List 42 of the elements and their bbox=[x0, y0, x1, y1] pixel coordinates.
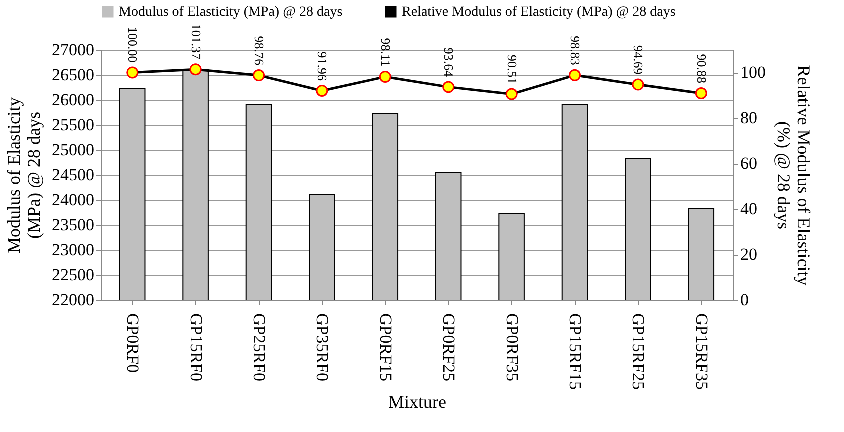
x-axis-title: Mixture bbox=[388, 392, 446, 412]
y2-tick-label: 100 bbox=[740, 63, 766, 82]
y-axis-title: Modulus of Elasticity (MPa) @ 28 days bbox=[4, 98, 44, 254]
data-label: 98.76 bbox=[252, 36, 267, 66]
x-tick-label: GP0RF15 bbox=[376, 314, 396, 382]
legend-label: Relative Modulus of Elasticity (MPa) @ 28 days bbox=[402, 5, 676, 20]
y-tick-label: 22000 bbox=[52, 290, 94, 310]
y-tick-label: 22500 bbox=[52, 266, 94, 284]
y-tick-label: 23500 bbox=[52, 216, 94, 234]
data-label: 93.64 bbox=[442, 48, 457, 78]
y-tick-label: 24500 bbox=[52, 166, 94, 184]
data-label: 98.11 bbox=[378, 38, 394, 68]
y-tick-label: 25000 bbox=[52, 140, 94, 160]
y-tick-label: 24000 bbox=[52, 190, 94, 210]
y2-tick-label: 0 bbox=[740, 290, 749, 310]
y-tick-label: 26500 bbox=[52, 66, 94, 84]
y2-tick-label: 40 bbox=[740, 200, 758, 219]
data-label: 94.69 bbox=[631, 46, 646, 75]
y2-tick-label: 60 bbox=[740, 154, 758, 174]
y-tick-label: 26000 bbox=[52, 90, 94, 110]
x-tick-label: GP0RF0 bbox=[124, 314, 143, 374]
x-tick-label: GP15RF0 bbox=[186, 314, 206, 382]
data-label: 91.96 bbox=[315, 52, 330, 82]
x-tick-label: GP15RF35 bbox=[692, 314, 712, 390]
x-tick-label: GP0RF25 bbox=[440, 314, 459, 382]
x-tick-label: GP25RF0 bbox=[250, 314, 269, 382]
legend-label: Modulus of Elasticity (MPa) @ 28 days bbox=[119, 5, 343, 20]
x-tick-label: GP35RF0 bbox=[313, 314, 332, 382]
data-label: 100.00 bbox=[126, 26, 141, 63]
x-tick-label: GP15RF15 bbox=[566, 314, 585, 390]
data-label: 101.37 bbox=[188, 24, 204, 60]
y-tick-label: 27000 bbox=[52, 40, 94, 60]
y2-tick-label: 80 bbox=[740, 108, 758, 128]
y-tick-label: 25500 bbox=[52, 116, 94, 134]
y-tick-label: 23000 bbox=[52, 240, 94, 260]
y2-axis-title: Relative Modulus of Elasticity (%) @ 28 days bbox=[774, 65, 814, 286]
data-label: 90.51 bbox=[504, 55, 520, 84]
y2-tick-label: 20 bbox=[740, 245, 758, 264]
x-tick-label: GP0RF35 bbox=[502, 314, 522, 382]
data-label: 98.83 bbox=[568, 36, 583, 66]
x-tick-label: GP15RF25 bbox=[629, 314, 648, 390]
data-label: 90.88 bbox=[694, 54, 710, 84]
